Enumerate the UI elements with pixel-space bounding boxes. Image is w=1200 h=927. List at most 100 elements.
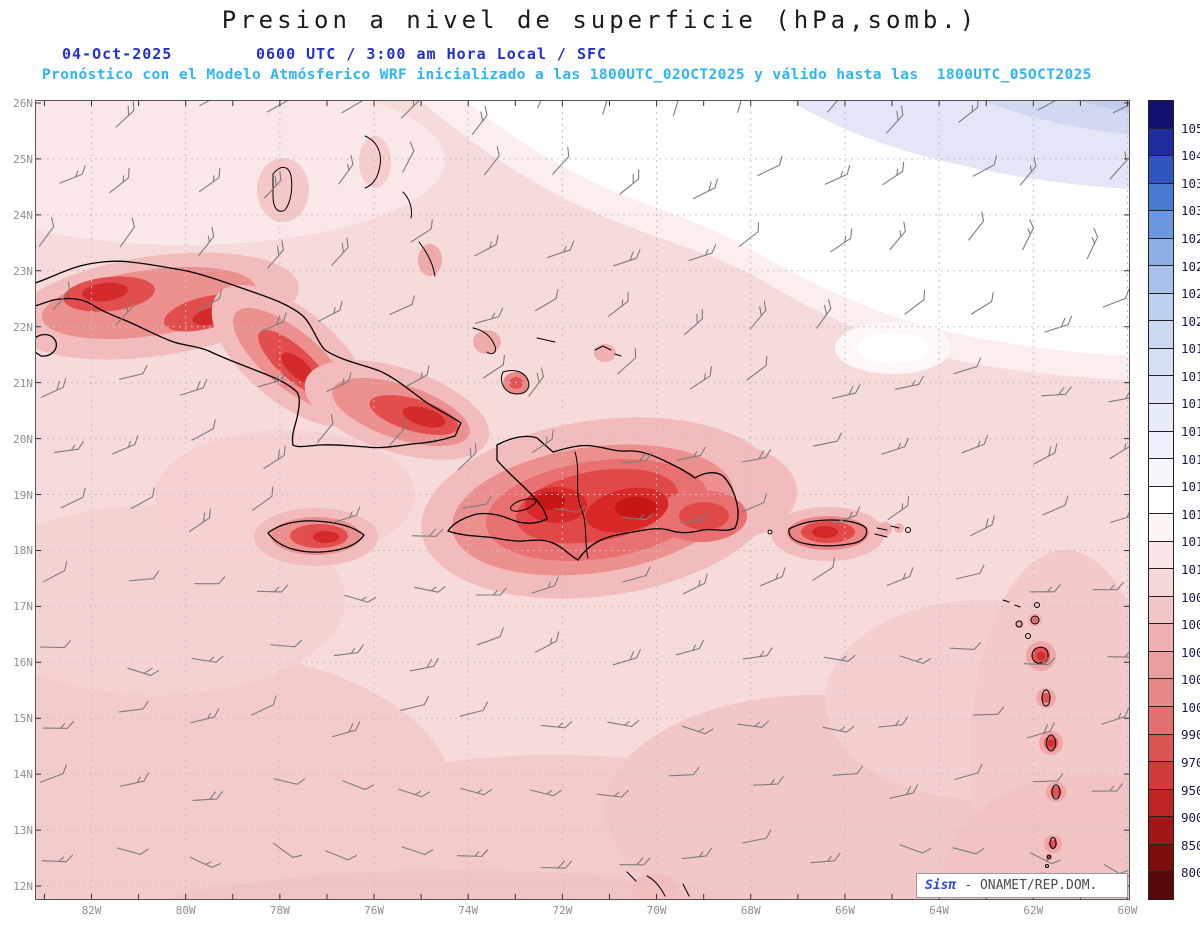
colorbar-level-label: 1002 [1181,672,1200,688]
lat-tick-label: 17N [13,600,33,614]
colorbar-level-label: 1010 [1181,561,1200,577]
colorbar-segment [1149,458,1173,486]
colorbar-level-label: 1025 [1181,258,1200,274]
colorbar-level-label: 1018 [1181,368,1200,384]
colorbar-segment [1149,706,1173,734]
colorbar-segment [1149,540,1173,569]
colorbar-level-label: 1017 [1181,396,1200,412]
lat-tick-label: 16N [13,656,33,670]
lon-tick-label: 60W [1117,904,1138,917]
colorbar-level-label: 1006 [1181,617,1200,633]
colorbar-segment [1149,595,1173,624]
lat-tick-label: 26N [13,97,33,110]
lat-tick-label: 13N [13,824,33,838]
colorbar-level-label: 1000 [1181,699,1200,715]
colorbar-segment [1149,678,1173,707]
colorbar-segment [1149,237,1173,266]
colorbar-segment [1149,513,1173,541]
colorbar-level-label: 1008 [1181,589,1200,605]
lon-tick-label: 82W [81,904,102,917]
lon-tick-label: 66W [835,904,855,917]
watermark-brand: Sisπ [925,878,957,893]
colorbar-level-label: 1040 [1181,148,1200,164]
colorbar-level-label: 1050 [1181,120,1200,136]
colorbar-segment [1149,347,1173,376]
colorbar-segment [1149,430,1173,459]
lon-tick-label: 64W [929,904,950,917]
watermark-text: - ONAMET/REP.DOM. [964,878,1098,893]
colorbar-segment [1149,816,1173,844]
lat-tick-label: 21N [13,376,33,390]
colorbar-segment [1149,733,1173,762]
colorbar-segment [1149,320,1173,348]
colorbar-level-label: 1012 [1181,534,1200,550]
colorbar-level-label: 1028 [1181,230,1200,246]
watermark: Sisπ - ONAMET/REP.DOM. [916,873,1128,898]
coastlines [35,135,1061,897]
colorbar-level-label: 850 [1181,837,1200,853]
run-date: 04-Oct-2025 [62,45,173,63]
lat-tick-label: 22N [13,320,33,334]
colorbar-level-label: 1020 [1181,313,1200,329]
colorbar-segment [1149,623,1173,651]
wind-barbs [38,100,1130,878]
lon-tick-label: 80W [175,904,196,917]
colorbar-level-label: 1015 [1181,451,1200,467]
lat-tick-label: 14N [13,768,33,782]
lat-tick-label: 25N [13,152,33,166]
colorbar-segment [1149,101,1173,128]
colorbar-level-label: 950 [1181,782,1200,798]
lat-tick-label: 24N [13,208,33,222]
colorbar-level-label: 1030 [1181,203,1200,219]
lon-tick-label: 74W [458,904,479,917]
colorbar-segment [1149,568,1173,596]
lat-tick-label: 18N [13,544,33,558]
colorbar-segment [1149,403,1173,431]
colorbar-segment [1149,485,1173,514]
colorbar-level-label: 1004 [1181,644,1200,660]
colorbar-segment [1149,788,1173,817]
low-pressure-shading [35,136,1066,900]
lon-tick-label: 72W [552,904,573,917]
lat-tick-label: 23N [13,264,33,278]
colorbar-level-label: 1013 [1181,506,1200,522]
colorbar-level-label: 1019 [1181,341,1200,357]
lon-tick-label: 78W [269,904,290,917]
colorbar-level-label: 1016 [1181,424,1200,440]
colorbar-segment [1149,292,1173,321]
grid-lines [35,100,1130,900]
lat-tick-label: 19N [13,488,33,502]
page-title: Presion a nivel de superficie (hPa,somb.… [221,6,979,34]
colorbar-level-label: 900 [1181,810,1200,826]
colorbar-level-label: 970 [1181,755,1200,771]
lat-tick-label: 20N [13,432,33,446]
colorbar-level-label: 1022 [1181,286,1200,302]
colorbar-level-label: 800 [1181,865,1200,881]
colorbar-segments [1149,101,1173,899]
colorbar [1148,100,1174,900]
colorbar-segment [1149,155,1173,183]
colorbar-segment [1149,265,1173,293]
colorbar-segment [1149,843,1173,872]
forecast-line: Pronóstico con el Modelo Atmósferico WRF… [42,67,1092,83]
pressure-map-canvas [35,100,1130,900]
lon-tick-label: 68W [740,904,761,917]
colorbar-level-label: 990 [1181,727,1200,743]
colorbar-segment [1149,871,1173,899]
colorbar-segment [1149,375,1173,404]
lon-tick-label: 62W [1023,904,1044,917]
lon-tick-label: 76W [364,904,384,917]
colorbar-segment [1149,650,1173,679]
colorbar-segment [1149,127,1173,156]
colorbar-level-label: 1014 [1181,479,1200,495]
colorbar-level-label: 1035 [1181,175,1200,191]
colorbar-segment [1149,761,1173,789]
lat-tick-label: 15N [13,712,33,726]
map-frame [35,100,1130,900]
colorbar-segment [1149,182,1173,211]
run-info-row: 04-Oct-2025 0600 UTC / 3:00 am Hora Loca… [0,45,1200,63]
lat-tick-label: 12N [13,880,33,894]
colorbar-segment [1149,210,1173,238]
run-time: 0600 UTC / 3:00 am Hora Local / SFC [256,45,608,63]
